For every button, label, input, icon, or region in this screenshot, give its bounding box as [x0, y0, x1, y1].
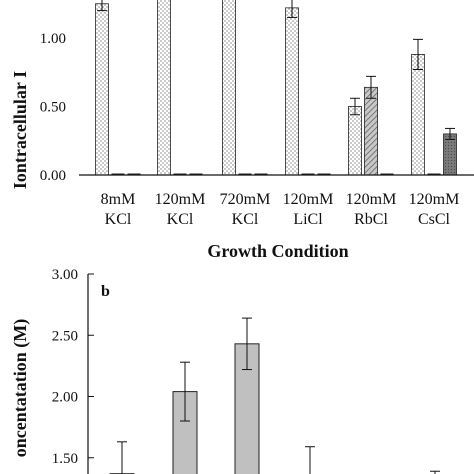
chart-a-x-category-line1: 120mM [283, 191, 334, 208]
chart-a-bar [254, 173, 268, 175]
chart-a-y-axis-title: Iontracellular I [10, 71, 30, 189]
chart-a-y-tick-label: 0.00 [40, 168, 66, 184]
chart-a-x-axis-title: Growth Condition [207, 241, 348, 261]
chart-a-bar [427, 173, 441, 175]
chart-a-x-categories: 8mM KCl 120mM KCl 720mM KCl 120mM LiCl 120mM RbCl… [101, 191, 460, 228]
chart-b-y-tick-label: 3.00 [52, 267, 78, 283]
chart-a-x-category-line2: LiCl [293, 211, 323, 228]
chart-a-bar [301, 173, 315, 175]
chart-b-y-ticks: 1.50 2.00 2.50 3.00 [52, 267, 94, 467]
chart-a-x-category-line2: CsCl [418, 211, 451, 228]
chart-a-bar [380, 173, 394, 175]
chart-a-error-bar [350, 97, 360, 116]
chart-a-bar [443, 133, 457, 176]
chart-b: 1.50 2.00 2.50 3.00 b oncentatation (M) [10, 267, 440, 474]
chart-a-bar [238, 173, 252, 175]
chart-b-panel-label: b [101, 283, 110, 300]
chart-a-bar [317, 173, 331, 175]
chart-a-x-category-line1: 720mM [220, 191, 271, 208]
chart-a-x-category-line2: KCl [105, 211, 132, 228]
chart-a-error-bar [366, 75, 376, 99]
chart-b-marks [109, 317, 440, 474]
chart-b-error-bar [242, 317, 252, 371]
chart-a-y-ticks: 0.00 0.50 1.00 [40, 31, 66, 184]
chart-b-y-tick-label: 2.00 [52, 390, 78, 406]
chart-a: 0.00 0.50 1.00 8mM KCl 120mM KCl 720mM KCl 120mM… [10, 0, 474, 261]
chart-b-y-tick-label: 1.50 [52, 451, 78, 467]
chart-a-bar [127, 173, 141, 175]
chart-a-bar [222, 0, 236, 176]
chart-a-x-category-line2: RbCl [354, 211, 388, 228]
chart-a-x-category-line2: KCl [232, 211, 259, 228]
chart-a-bar [411, 54, 425, 176]
chart-a-bar [157, 0, 171, 176]
chart-a-bar [189, 173, 203, 175]
chart-a-bar [173, 173, 187, 175]
chart-b-y-tick-label: 2.50 [52, 328, 78, 344]
chart-a-bar [111, 173, 125, 175]
chart-a-x-category-line1: 120mM [155, 191, 206, 208]
chart-a-x-category-line1: 8mM [101, 191, 136, 208]
chart-a-y-tick-label: 1.00 [40, 31, 66, 47]
chart-a-bar [364, 86, 378, 176]
chart-a-x-category-line1: 120mM [409, 191, 460, 208]
chart-a-error-bar [413, 38, 423, 71]
chart-b-error-bar [180, 361, 190, 422]
chart-a-y-tick-label: 0.50 [40, 100, 66, 116]
chart-b-error-bar [430, 470, 440, 474]
chart-b-error-bar [305, 446, 315, 474]
chart-a-error-bar [445, 127, 455, 140]
chart-a-bar [95, 3, 109, 176]
chart-b-y-axis-title: oncentatation (M) [10, 319, 31, 457]
chart-b-error-bar [117, 441, 127, 474]
chart-a-bar [348, 106, 362, 176]
chart-a-marks [95, 0, 457, 176]
chart-a-x-category-line1: 120mM [346, 191, 397, 208]
chart-a-bar [285, 7, 299, 176]
chart-a-x-category-line2: KCl [167, 211, 194, 228]
